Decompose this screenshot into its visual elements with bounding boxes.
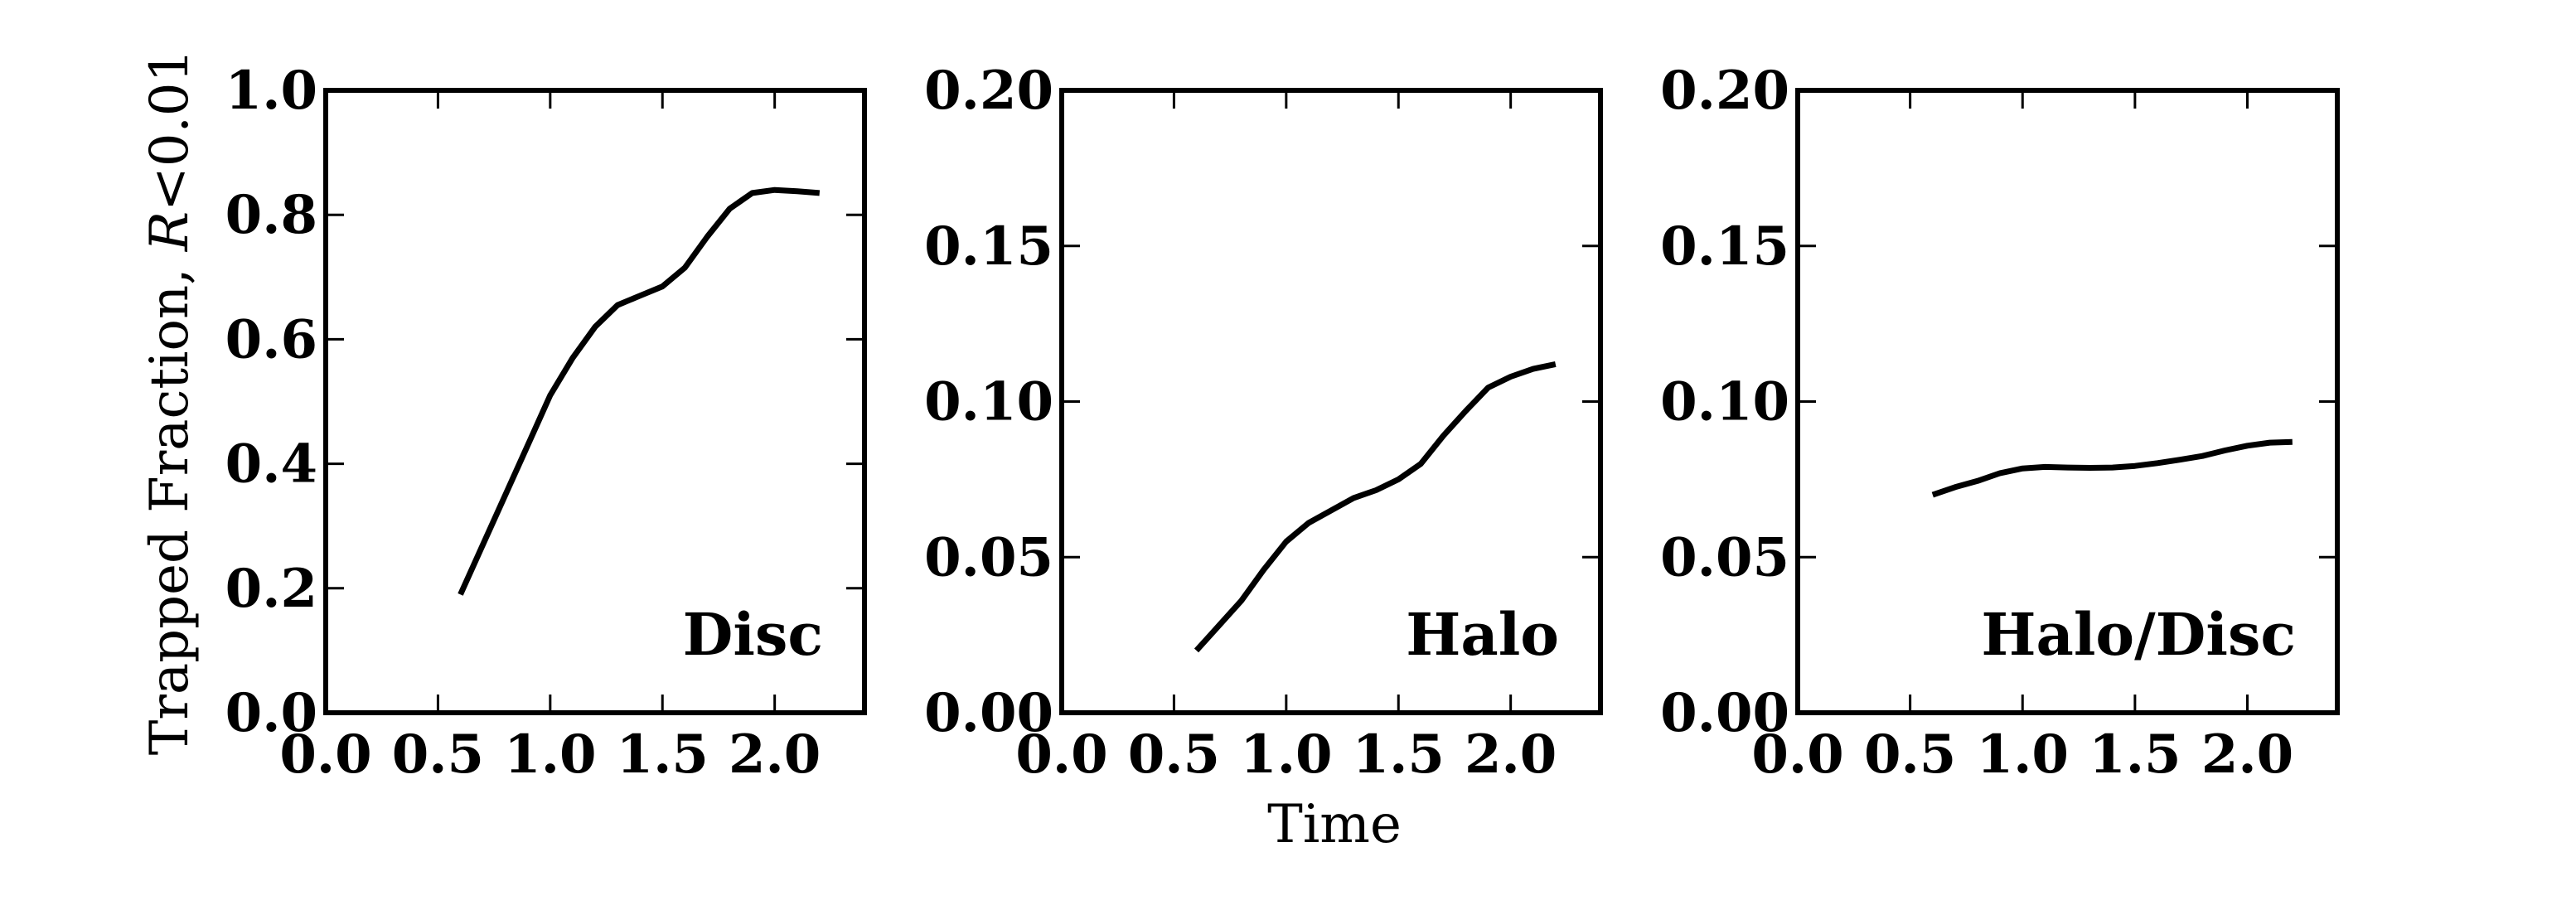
x-tick-label: 1.0 xyxy=(1240,724,1332,786)
panel-1: 0.0 0.5 1.0 1.5 2.0 0.0 0.2 0.4 0.6 0.8 1.0 Disc xyxy=(225,60,867,786)
y-tick-label: 0.0 xyxy=(225,682,317,744)
x-tick-label: 1.5 xyxy=(617,724,709,786)
plot-frame xyxy=(1059,88,1603,715)
y-tick-label: 0.20 xyxy=(1660,60,1789,122)
y-axis-title-condition: <0.01 xyxy=(139,49,201,211)
y-tick-label: 0.15 xyxy=(1660,215,1789,278)
y-tick-label: 0.10 xyxy=(1660,371,1789,433)
panel-label: Disc xyxy=(683,600,823,669)
x-tick-label: 2.0 xyxy=(729,724,821,786)
y-axis-title-main: Trapped Fraction, xyxy=(139,251,201,755)
panel-2: 0.0 0.5 1.0 1.5 2.0 0.00 0.05 0.10 0.15 0.20 Halo xyxy=(924,60,1603,786)
x-tick-label: 0.0 xyxy=(1751,724,1843,786)
y-tick-label: 0.8 xyxy=(225,184,317,246)
x-tick-label: 0.5 xyxy=(1128,724,1220,786)
y-tick-label: 0.2 xyxy=(225,558,317,620)
y-tick-label: 0.05 xyxy=(1660,526,1789,588)
y-tick-label: 0.00 xyxy=(924,682,1053,744)
series-line xyxy=(1931,438,2293,498)
panel-label: Halo/Disc xyxy=(1981,600,2296,669)
plot-frame xyxy=(1795,88,2340,715)
y-tick-label: 0.4 xyxy=(225,433,317,496)
x-tick-label: 0.0 xyxy=(279,724,371,786)
y-tick-label: 0.10 xyxy=(924,371,1053,433)
panel-3: 0.0 0.5 1.0 1.5 2.0 0.00 0.05 0.10 0.15 0.20 Halo/… xyxy=(1660,60,2340,786)
x-tick-label: 0.5 xyxy=(1864,724,1956,786)
x-tick-label: 2.0 xyxy=(1465,724,1557,786)
x-tick-label: 2.0 xyxy=(2201,724,2293,786)
y-axis-title-variable: R xyxy=(139,211,201,252)
plot-frame xyxy=(323,88,867,715)
y-axis-title: Trapped Fraction, R<0.01 xyxy=(139,49,201,756)
x-tick-label: 1.5 xyxy=(1353,724,1445,786)
y-tick-label: 0.05 xyxy=(924,526,1053,588)
y-tick-label: 0.15 xyxy=(924,215,1053,278)
y-tick-label: 1.0 xyxy=(225,60,317,122)
x-tick-label: 0.0 xyxy=(1015,724,1107,786)
series-line xyxy=(458,186,821,596)
x-tick-label: 1.0 xyxy=(504,724,596,786)
y-tick-label: 0.6 xyxy=(225,308,317,370)
y-tick-label: 0.00 xyxy=(1660,682,1789,744)
panels: 0.0 0.5 1.0 1.5 2.00.00.20.40.60.81.0Disc0.0… xyxy=(225,60,2340,786)
x-tick-label: 1.0 xyxy=(1977,724,2069,786)
x-axis-title: Time xyxy=(1267,794,1402,855)
y-tick-label: 0.20 xyxy=(924,60,1053,122)
panel-label: Halo xyxy=(1406,600,1559,669)
x-tick-label: 1.5 xyxy=(2089,724,2181,786)
x-tick-label: 0.5 xyxy=(392,724,484,786)
series-line xyxy=(1194,361,1557,653)
